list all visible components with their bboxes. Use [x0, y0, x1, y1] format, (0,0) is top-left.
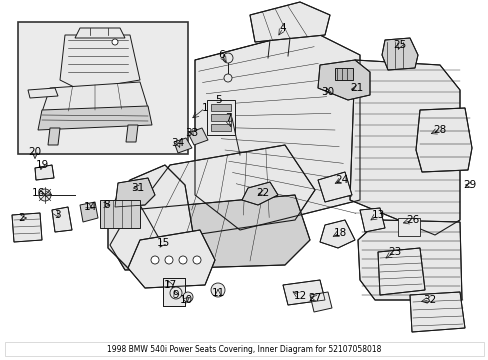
Text: 33: 33: [185, 128, 198, 138]
Bar: [210, 124, 230, 131]
Text: 11: 11: [211, 288, 224, 298]
Circle shape: [39, 189, 51, 201]
Text: 18: 18: [333, 228, 346, 238]
Circle shape: [170, 287, 182, 299]
Polygon shape: [187, 128, 207, 145]
Polygon shape: [75, 28, 125, 38]
Polygon shape: [415, 108, 471, 172]
Bar: [163, 278, 184, 306]
Bar: [5, 342, 483, 356]
Text: 8: 8: [103, 200, 110, 210]
Text: 16: 16: [31, 188, 44, 198]
Polygon shape: [12, 213, 42, 242]
Circle shape: [223, 53, 232, 63]
Polygon shape: [377, 248, 424, 295]
Polygon shape: [48, 128, 60, 145]
Text: 9: 9: [172, 290, 179, 300]
Polygon shape: [110, 195, 309, 270]
Text: 34: 34: [171, 138, 184, 148]
Text: 20: 20: [28, 147, 41, 157]
Polygon shape: [35, 165, 54, 180]
Text: 31: 31: [131, 183, 144, 193]
Polygon shape: [249, 2, 329, 42]
Text: 2: 2: [19, 213, 25, 223]
Text: 17: 17: [163, 280, 176, 290]
Polygon shape: [28, 88, 58, 98]
Text: 15: 15: [156, 238, 169, 248]
Circle shape: [164, 256, 173, 264]
Polygon shape: [357, 220, 461, 300]
Bar: [210, 114, 230, 121]
Circle shape: [224, 74, 231, 82]
Circle shape: [183, 292, 193, 302]
Polygon shape: [319, 220, 354, 248]
Bar: [18, 22, 187, 154]
Text: 6: 6: [218, 50, 225, 60]
Circle shape: [193, 256, 201, 264]
Polygon shape: [128, 230, 215, 288]
Circle shape: [112, 39, 118, 45]
Polygon shape: [42, 82, 148, 112]
Text: 29: 29: [463, 180, 476, 190]
Bar: [397, 218, 419, 236]
Text: 19: 19: [35, 160, 48, 170]
Bar: [206, 100, 235, 135]
Polygon shape: [80, 202, 98, 222]
Polygon shape: [60, 35, 140, 90]
Polygon shape: [283, 280, 325, 305]
Polygon shape: [140, 145, 314, 240]
Text: 1: 1: [201, 103, 208, 113]
Text: 5: 5: [214, 95, 221, 105]
Text: 10: 10: [179, 295, 192, 305]
Text: 1998 BMW 540i Power Seats Covering, Inner Diagram for 52107058018: 1998 BMW 540i Power Seats Covering, Inne…: [107, 346, 381, 355]
Text: 14: 14: [83, 202, 97, 212]
Text: 32: 32: [423, 295, 436, 305]
Text: 3: 3: [54, 210, 60, 220]
Polygon shape: [381, 38, 417, 70]
Text: 13: 13: [370, 210, 384, 220]
Polygon shape: [115, 178, 155, 207]
Text: 12: 12: [293, 291, 306, 301]
Bar: [100, 200, 140, 228]
Polygon shape: [52, 207, 72, 232]
Text: 25: 25: [392, 40, 406, 50]
Circle shape: [151, 256, 159, 264]
Polygon shape: [409, 292, 464, 332]
Text: 30: 30: [321, 87, 334, 97]
Polygon shape: [309, 292, 331, 312]
Text: 21: 21: [350, 83, 363, 93]
Polygon shape: [317, 60, 369, 100]
Polygon shape: [195, 30, 359, 230]
Bar: [210, 104, 230, 111]
Polygon shape: [38, 106, 152, 130]
Text: 24: 24: [335, 175, 348, 185]
Polygon shape: [174, 138, 192, 153]
Circle shape: [179, 256, 186, 264]
Polygon shape: [108, 165, 195, 270]
Circle shape: [210, 283, 224, 297]
Polygon shape: [359, 208, 384, 232]
Text: 28: 28: [432, 125, 446, 135]
Text: 4: 4: [279, 23, 286, 33]
Polygon shape: [317, 172, 351, 202]
Text: 23: 23: [387, 247, 401, 257]
Polygon shape: [242, 182, 278, 205]
Text: 26: 26: [406, 215, 419, 225]
Text: 7: 7: [224, 113, 231, 123]
Bar: [334, 68, 352, 80]
Polygon shape: [126, 125, 138, 142]
Polygon shape: [349, 60, 459, 235]
Text: 22: 22: [256, 188, 269, 198]
Text: 27: 27: [308, 293, 321, 303]
